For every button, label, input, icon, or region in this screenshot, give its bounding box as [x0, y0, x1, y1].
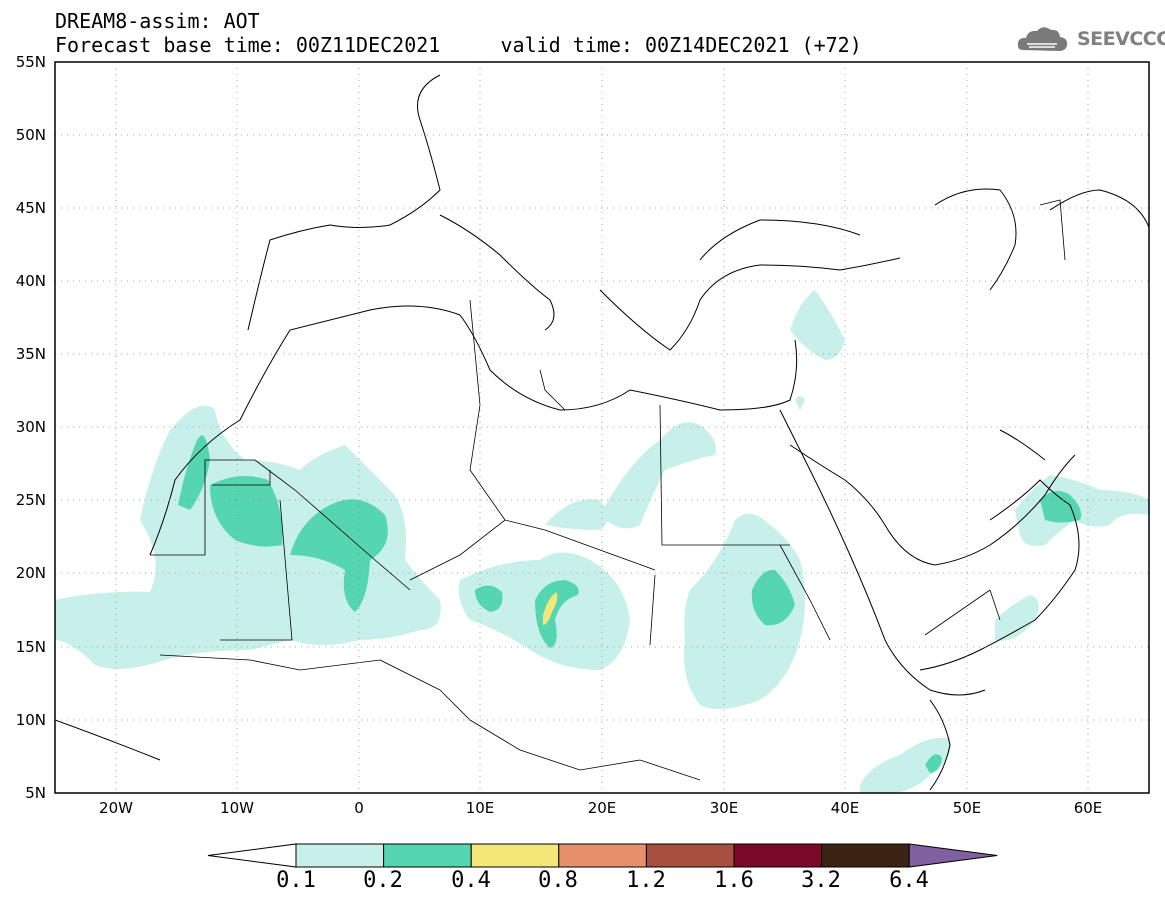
- lon-label: 10E: [466, 799, 495, 817]
- colorbar-label: 1.6: [714, 868, 754, 893]
- colorbar-cell: [645, 843, 735, 868]
- lon-label: 30E: [710, 799, 739, 817]
- lat-label: 20N: [16, 564, 46, 582]
- aot-medium-areas: [178, 435, 1082, 773]
- lat-label: 50N: [16, 126, 46, 144]
- logo-text: SEEVCCC: [1077, 28, 1165, 50]
- colorbar-label: 0.2: [363, 868, 403, 893]
- lat-label: 40N: [16, 272, 46, 290]
- map-frame: [54, 61, 1150, 794]
- colorbar-cell: [821, 843, 910, 868]
- aot-fields: [55, 74, 1149, 793]
- colorbar-cell: [558, 843, 647, 868]
- colorbar-cell: [733, 843, 823, 868]
- lat-label: 55N: [16, 53, 46, 71]
- aot-high-area: [543, 592, 558, 625]
- lon-labels: 20W 10W 0 10E 20E 30E 40E 50E 60E: [99, 799, 1102, 817]
- chart-subtitle: Forecast base time: 00Z11DEC2021 valid t…: [55, 33, 862, 57]
- colorbar-cell: [470, 843, 560, 868]
- coastlines: [55, 74, 1149, 791]
- lat-label: 30N: [16, 418, 46, 436]
- lon-label: 50E: [953, 799, 982, 817]
- colorbar-over-arrow: [908, 843, 998, 868]
- lon-label: 0: [354, 799, 364, 817]
- lon-label: 10W: [220, 799, 254, 817]
- cloud-icon: [1017, 27, 1068, 51]
- lon-label: 40E: [831, 799, 860, 817]
- aot-light-areas: [55, 290, 1149, 793]
- colorbar-label: 1.2: [626, 868, 666, 893]
- lon-label: 60E: [1074, 799, 1103, 817]
- colorbar-cell: [295, 843, 385, 868]
- lat-label: 15N: [16, 638, 46, 656]
- colorbar-under-arrow: [207, 843, 297, 868]
- colorbar-label: 0.1: [276, 868, 316, 893]
- lon-label: 20W: [99, 799, 133, 817]
- lat-labels: 55N 50N 45N 40N 35N 30N 25N 20N 15N 10N …: [16, 53, 46, 802]
- lat-label: 45N: [16, 199, 46, 217]
- lat-label: 5N: [25, 784, 46, 802]
- lon-label: 20E: [588, 799, 617, 817]
- chart-title: DREAM8-assim: AOT: [55, 9, 260, 33]
- borders: [150, 199, 1066, 781]
- lat-label: 35N: [16, 345, 46, 363]
- lat-label: 10N: [16, 711, 46, 729]
- colorbar-label: 0.4: [451, 868, 491, 893]
- colorbar-label: 6.4: [889, 868, 929, 893]
- colorbar-label: 0.8: [538, 868, 578, 893]
- lat-label: 25N: [16, 491, 46, 509]
- grid: [55, 62, 1149, 793]
- colorbar-label: 3.2: [801, 868, 841, 893]
- colorbar-cell: [383, 843, 472, 868]
